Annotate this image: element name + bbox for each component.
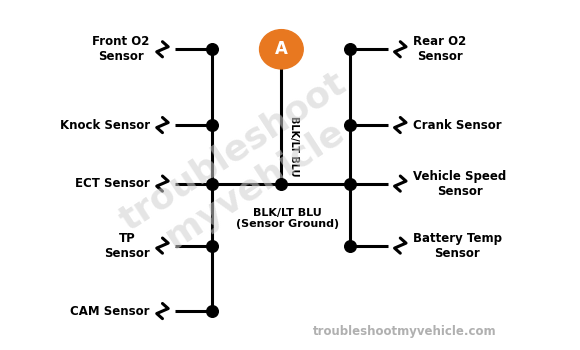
- Ellipse shape: [260, 30, 303, 69]
- Text: TP
Sensor: TP Sensor: [104, 232, 150, 260]
- Point: [277, 181, 286, 187]
- Point: [208, 181, 217, 187]
- Text: Crank Sensor: Crank Sensor: [413, 119, 502, 132]
- Point: [208, 243, 217, 248]
- Text: troubleshoot
myvehicle: troubleshoot myvehicle: [114, 66, 374, 271]
- Text: Front O2
Sensor: Front O2 Sensor: [92, 35, 150, 63]
- Text: Battery Temp
Sensor: Battery Temp Sensor: [413, 232, 502, 260]
- Point: [208, 122, 217, 128]
- Text: CAM Sensor: CAM Sensor: [70, 304, 150, 317]
- Text: troubleshootmyvehicle.com: troubleshootmyvehicle.com: [313, 325, 496, 338]
- Point: [208, 47, 217, 52]
- Text: ECT Sensor: ECT Sensor: [75, 177, 150, 190]
- Text: Rear O2
Sensor: Rear O2 Sensor: [413, 35, 466, 63]
- Point: [346, 47, 355, 52]
- Text: BLK/LT BLU
(Sensor Ground): BLK/LT BLU (Sensor Ground): [235, 208, 339, 229]
- Point: [208, 308, 217, 314]
- Text: Knock Sensor: Knock Sensor: [60, 119, 150, 132]
- Point: [346, 181, 355, 187]
- Text: BLK/LT BLU: BLK/LT BLU: [289, 117, 299, 177]
- Point: [346, 243, 355, 248]
- Point: [346, 122, 355, 128]
- Text: A: A: [275, 40, 288, 58]
- Text: Vehicle Speed
Sensor: Vehicle Speed Sensor: [413, 170, 506, 198]
